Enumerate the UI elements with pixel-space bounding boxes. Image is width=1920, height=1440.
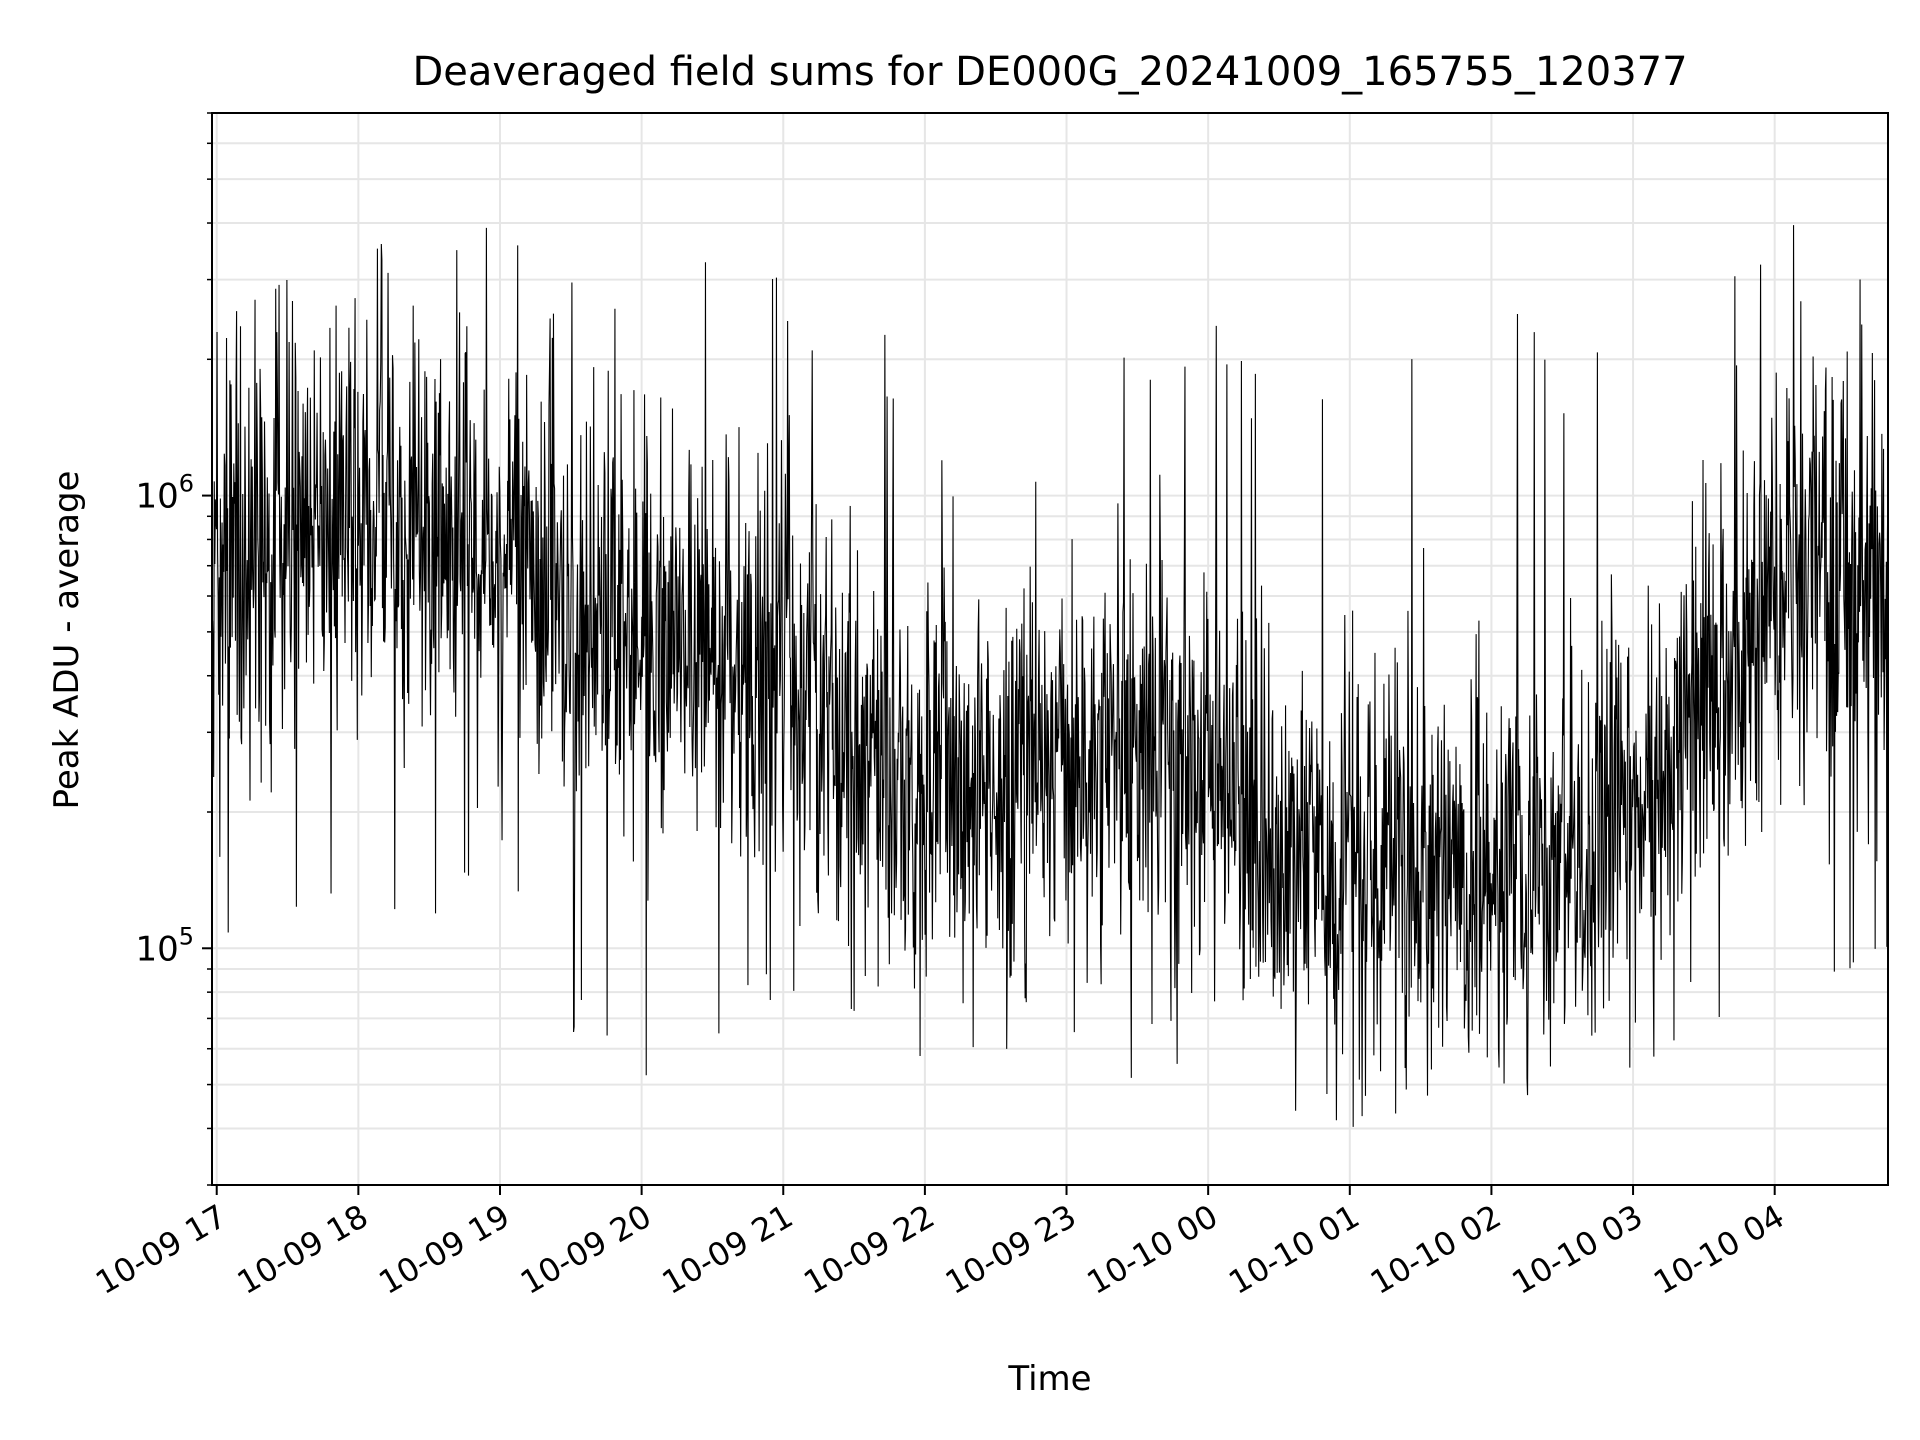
series-line (211, 225, 1889, 1127)
chart-title: Deaveraged field sums for DE000G_2024100… (412, 49, 1687, 95)
plot-area-frame (211, 112, 1889, 1186)
y-tick-label: 105 (135, 922, 194, 969)
y-axis-label: Peak ADU - average (47, 471, 87, 810)
y-tick-label: 106 (135, 470, 194, 517)
series-layer (211, 225, 1889, 1127)
x-axis-label: Time (1007, 1359, 1091, 1399)
